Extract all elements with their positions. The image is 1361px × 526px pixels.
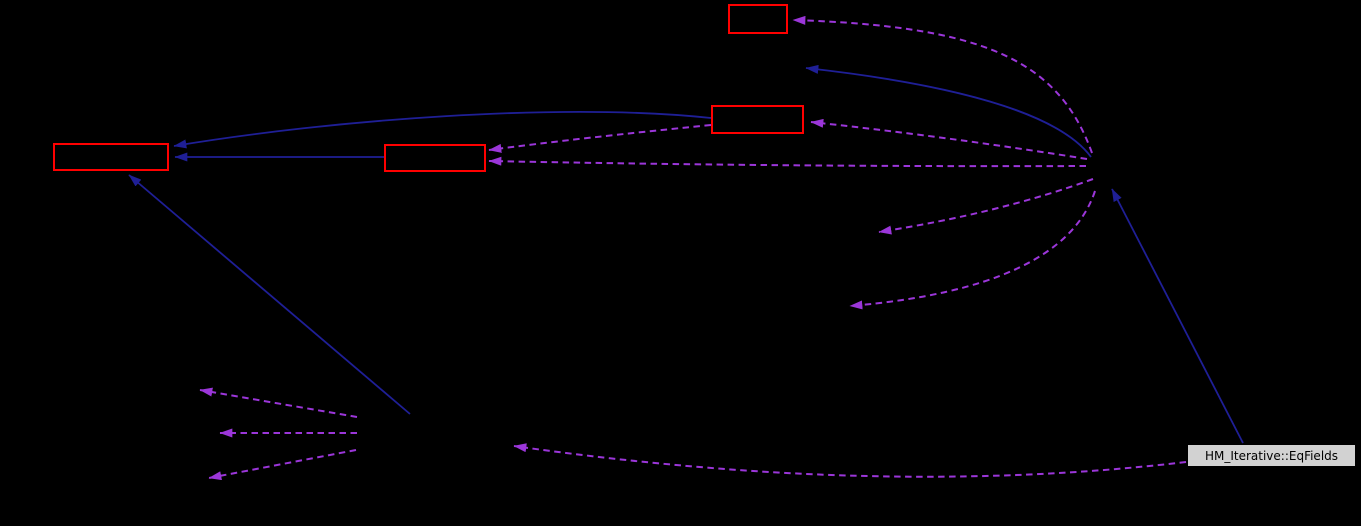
class-node-hm-iterative-eqfields[interactable]: HM_Iterative::EqFields [1187,444,1356,467]
class-nodes [53,4,804,172]
class-node-left[interactable] [53,143,169,171]
class-node-upper-middle[interactable] [711,105,804,134]
inherit-edge-hub-to-hidden-top-node [805,64,1092,158]
usage-edge-hub-to-middle-hidden-node-1 [878,178,1094,235]
usage-edge-upper-middle-to-center-node [488,124,712,153]
inheritance-edges [128,64,1244,444]
inherit-edge-eqfields-to-hub [1111,188,1244,444]
usage-edge-hub-to-middle-hidden-node-2 [849,190,1096,310]
usage-edge-bottom-node-to-left-hidden-3 [208,449,357,481]
usage-edge-hub-to-upper-middle-node [810,118,1088,160]
class-node-center[interactable] [384,144,486,172]
usage-edges [199,15,1187,481]
usage-edge-hub-to-top-node [792,15,1093,154]
inherit-edge-upper-middle-to-left-node [173,111,712,149]
usage-edge-eqfields-to-bottom-node [513,443,1187,478]
inherit-edge-bottom-node-to-left-node [128,174,411,415]
usage-edge-bottom-node-to-left-hidden-1 [199,387,358,418]
class-node-top[interactable] [728,4,788,34]
usage-edge-hub-to-center-node [488,156,1087,168]
